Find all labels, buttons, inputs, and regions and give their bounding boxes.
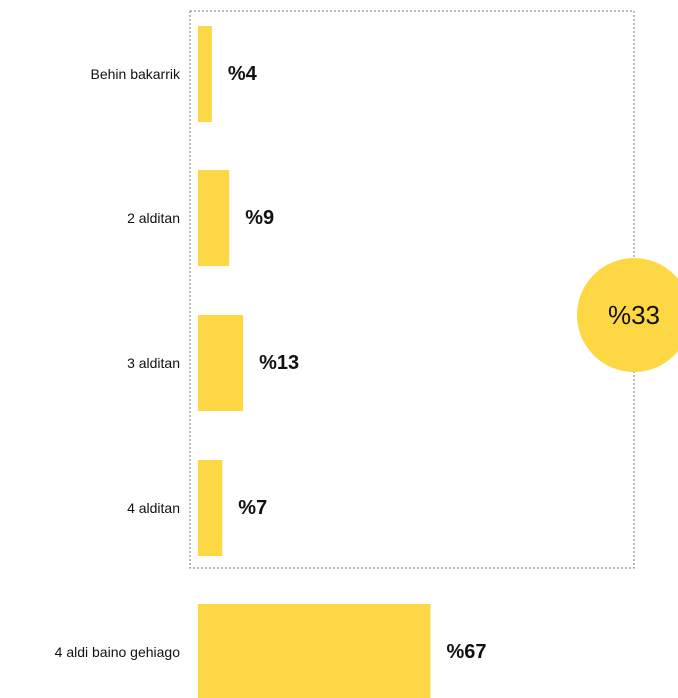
value-label-4-aldi-baino-gehiago: %67 bbox=[446, 641, 486, 663]
value-label-4-alditan: %7 bbox=[238, 497, 267, 519]
bar-2-alditan bbox=[198, 170, 230, 266]
category-label-4-alditan: 4 alditan bbox=[127, 500, 180, 516]
group-total-circle bbox=[577, 258, 678, 372]
value-label-3-alditan: %13 bbox=[259, 352, 299, 374]
labels-layer: Behin bakarrik %4 2 alditan %9 3 alditan %13 4… bbox=[55, 63, 487, 663]
category-label-2-alditan: 2 alditan bbox=[127, 210, 180, 226]
value-label-2-alditan: %9 bbox=[245, 207, 274, 229]
category-label-4-aldi-baino-gehiago: 4 aldi baino gehiago bbox=[55, 644, 181, 660]
value-label-behin-bakarrik: %4 bbox=[228, 63, 258, 85]
group-total-label: %33 bbox=[608, 300, 660, 330]
bar-3-alditan bbox=[198, 315, 244, 411]
bar-4-aldi-baino-gehiago bbox=[198, 604, 431, 698]
bar-behin-bakarrik bbox=[198, 26, 212, 122]
category-label-behin-bakarrik: Behin bakarrik bbox=[91, 66, 181, 82]
bars-layer bbox=[198, 26, 431, 698]
group-total-bubble: %33 bbox=[577, 258, 678, 372]
group-frame bbox=[189, 10, 635, 569]
bar-4-alditan bbox=[198, 460, 223, 556]
category-label-3-alditan: 3 alditan bbox=[127, 355, 180, 371]
